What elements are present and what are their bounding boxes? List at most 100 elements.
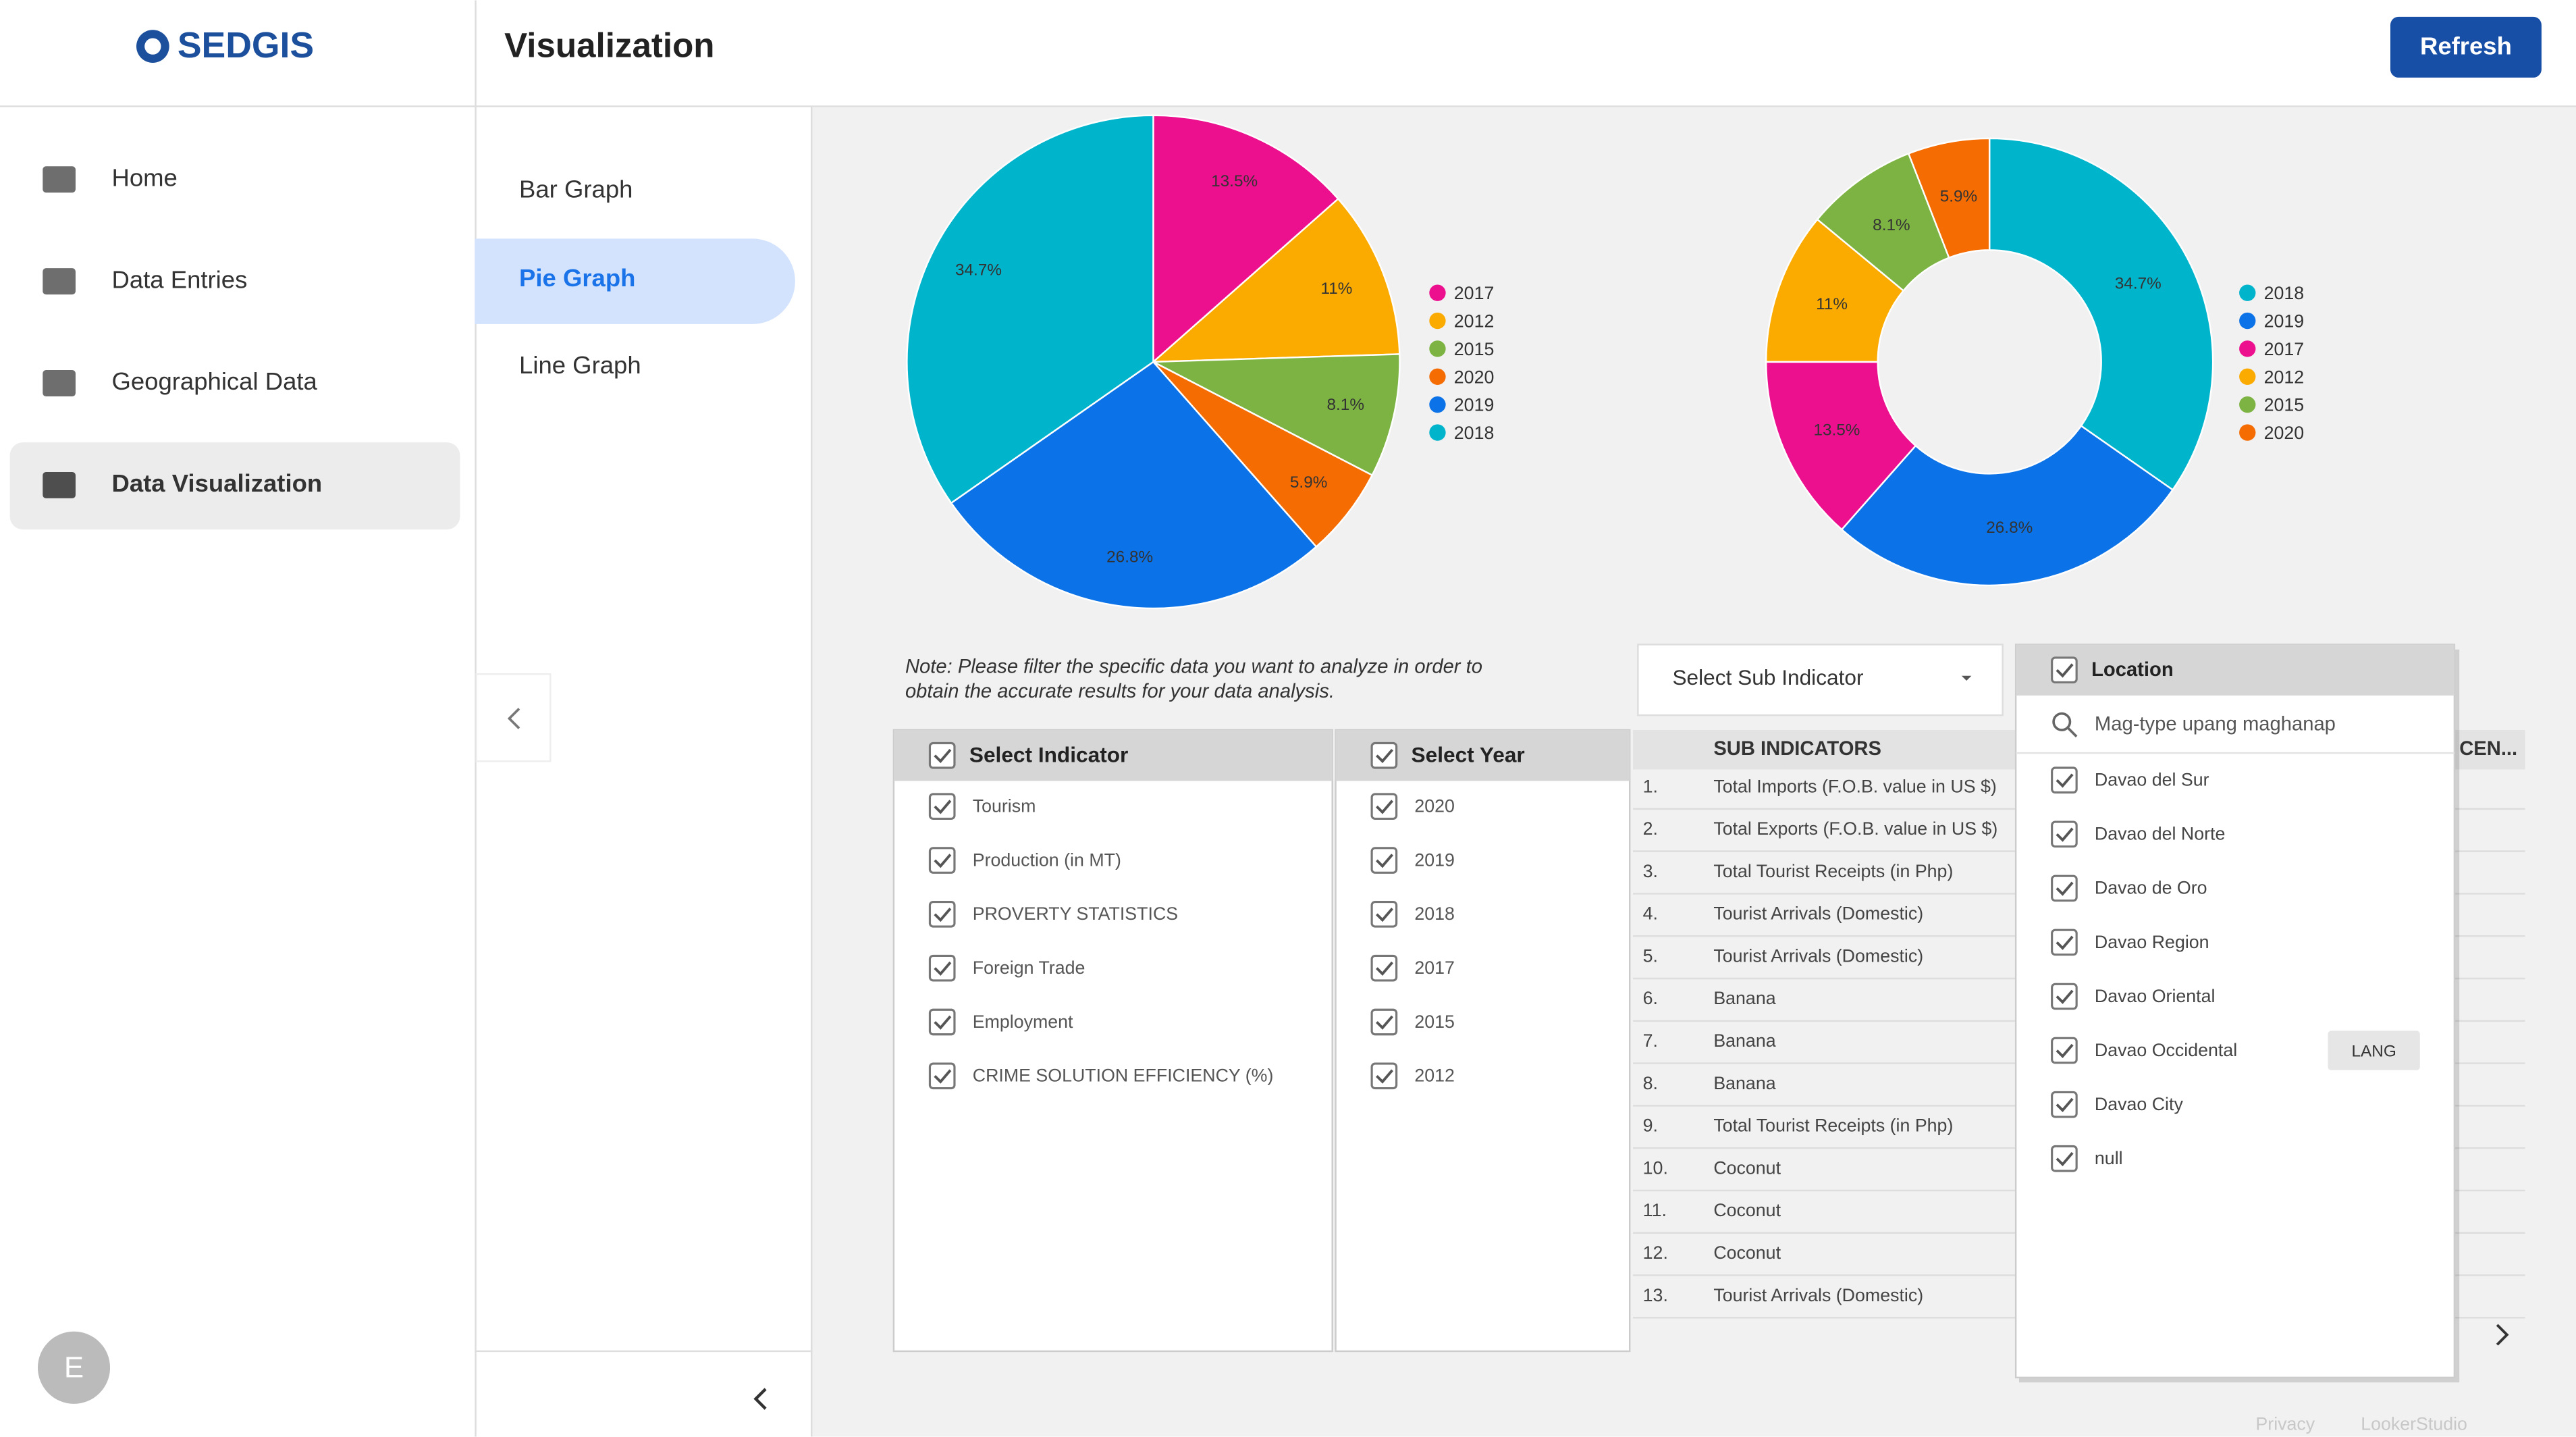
footer-link[interactable]: LookerStudio [2361,1414,2467,1434]
location-option[interactable]: Davao City [2095,1094,2184,1114]
only-button[interactable] [2328,1030,2420,1070]
filter-panel [892,729,1333,1353]
check-mark [2056,935,2074,950]
table-header-cell: CEN... [2459,738,2517,760]
filter-option[interactable]: PROVERTY STATISTICS [973,904,1178,924]
row-index: 2. [1643,818,1658,839]
slice-label: 8.1% [1327,396,1364,414]
checkbox[interactable] [1370,741,1398,769]
sub-indicator-select[interactable] [1637,644,2004,716]
pie-slice [1907,137,1991,259]
avatar-letter: E [64,1351,84,1384]
tab[interactable]: Line Graph [519,351,641,379]
check-mark [1376,908,1394,922]
refresh-button[interactable] [2390,16,2542,78]
checkbox[interactable] [928,741,956,769]
row-index: 13. [1643,1285,1668,1305]
legend-swatch [2239,424,2256,441]
search-input[interactable]: Mag-type upang maghanap [2095,713,2336,735]
check-mark [934,854,952,868]
filter-option[interactable]: 2018 [1414,904,1455,924]
filter-option[interactable]: Foreign Trade [973,958,1085,978]
pie-slice [906,114,1154,504]
row-label[interactable]: Tourist Arrivals (Domestic) [1713,945,1923,966]
filter-option[interactable]: 2015 [1414,1012,1455,1032]
row-label[interactable]: Total Exports (F.O.B. value in US $) [1713,818,1997,839]
checkbox[interactable] [1370,901,1398,928]
checkbox[interactable] [1370,954,1398,982]
filter-option[interactable]: Employment [973,1012,1073,1032]
filter-option[interactable]: Production (in MT) [973,850,1121,870]
collapse-button[interactable] [475,673,552,762]
checkbox[interactable] [928,1008,956,1036]
location-header [2016,644,2454,696]
row-label[interactable]: Total Tourist Receipts (in Php) [1713,1116,1953,1136]
checkbox[interactable] [928,954,956,982]
row-label[interactable]: Tourist Arrivals (Domestic) [1713,904,1923,924]
location-option[interactable]: Davao Occidental [2095,1040,2237,1060]
checkbox[interactable] [2051,874,2078,902]
nav-item[interactable]: Home [111,163,177,191]
check-mark [1376,854,1394,868]
filter-option[interactable]: CRIME SOLUTION EFFICIENCY (%) [973,1066,1274,1086]
nav-item[interactable]: Data Visualization [111,469,322,497]
legend-label: 2017 [1454,283,1495,303]
checkbox[interactable] [1370,1062,1398,1090]
row-label[interactable]: Tourist Arrivals (Domestic) [1713,1285,1923,1305]
checkbox[interactable] [928,901,956,928]
row-index: 7. [1643,1030,1658,1051]
location-option[interactable]: Davao del Norte [2095,824,2225,844]
nav-icon [43,268,76,295]
nav-item[interactable]: Geographical Data [111,367,317,395]
legend-label: 2015 [2264,395,2305,415]
nav-icon [43,471,76,498]
row-label[interactable]: Banana [1713,1030,1775,1051]
legend-swatch [2239,368,2256,385]
checkbox[interactable] [2051,1145,2078,1172]
location-option[interactable]: null [2095,1148,2123,1168]
row-label[interactable]: Banana [1713,988,1775,1008]
location-option[interactable]: Davao Region [2095,932,2209,952]
location-option[interactable]: Davao Oriental [2095,986,2216,1006]
pie-slice [1151,197,1401,363]
checkbox[interactable] [2051,820,2078,848]
note: Note: Please filter the specific data yo… [905,656,1482,677]
row-label[interactable]: Total Tourist Receipts (in Php) [1713,861,1953,881]
checkbox[interactable] [2051,656,2078,684]
tab[interactable]: Bar Graph [519,175,633,203]
avatar[interactable] [37,1331,111,1404]
row-index: 12. [1643,1243,1668,1263]
checkbox[interactable] [928,847,956,874]
checkbox[interactable] [928,793,956,820]
checkbox[interactable] [1370,1008,1398,1036]
checkbox[interactable] [2051,766,2078,794]
filter-option[interactable]: 2017 [1414,958,1455,978]
checkbox[interactable] [2051,1091,2078,1118]
filter-option[interactable]: 2020 [1414,795,1455,816]
filter-option[interactable]: 2019 [1414,850,1455,870]
checkbox[interactable] [2051,983,2078,1010]
location-dropdown [2014,644,2456,1379]
footer-link[interactable]: Privacy [2255,1414,2315,1434]
row-label[interactable]: Coconut [1713,1200,1781,1220]
checkbox[interactable] [2051,929,2078,956]
row-label[interactable]: Total Imports (F.O.B. value in US $) [1713,776,1996,796]
filter-option[interactable]: Tourism [973,795,1036,816]
slice-label: 26.8% [1106,548,1153,566]
filter-option[interactable]: 2012 [1414,1066,1455,1086]
row-index: 8. [1643,1073,1658,1093]
location-option[interactable]: Davao del Sur [2095,770,2209,790]
checkbox[interactable] [1370,847,1398,874]
nav-item[interactable]: Data Entries [111,265,247,293]
checkbox[interactable] [2051,1037,2078,1064]
location-option[interactable]: Davao de Oro [2095,878,2207,898]
row-label[interactable]: Coconut [1713,1243,1781,1263]
slice-label: 34.7% [2115,275,2162,293]
tab[interactable]: Pie Graph [519,264,635,292]
legend-label: 2017 [2264,339,2305,359]
row-label[interactable]: Banana [1713,1073,1775,1093]
row-label[interactable]: Coconut [1713,1157,1781,1178]
checkbox[interactable] [928,1062,956,1090]
checkbox[interactable] [1370,793,1398,820]
legend-swatch [1429,312,1446,330]
